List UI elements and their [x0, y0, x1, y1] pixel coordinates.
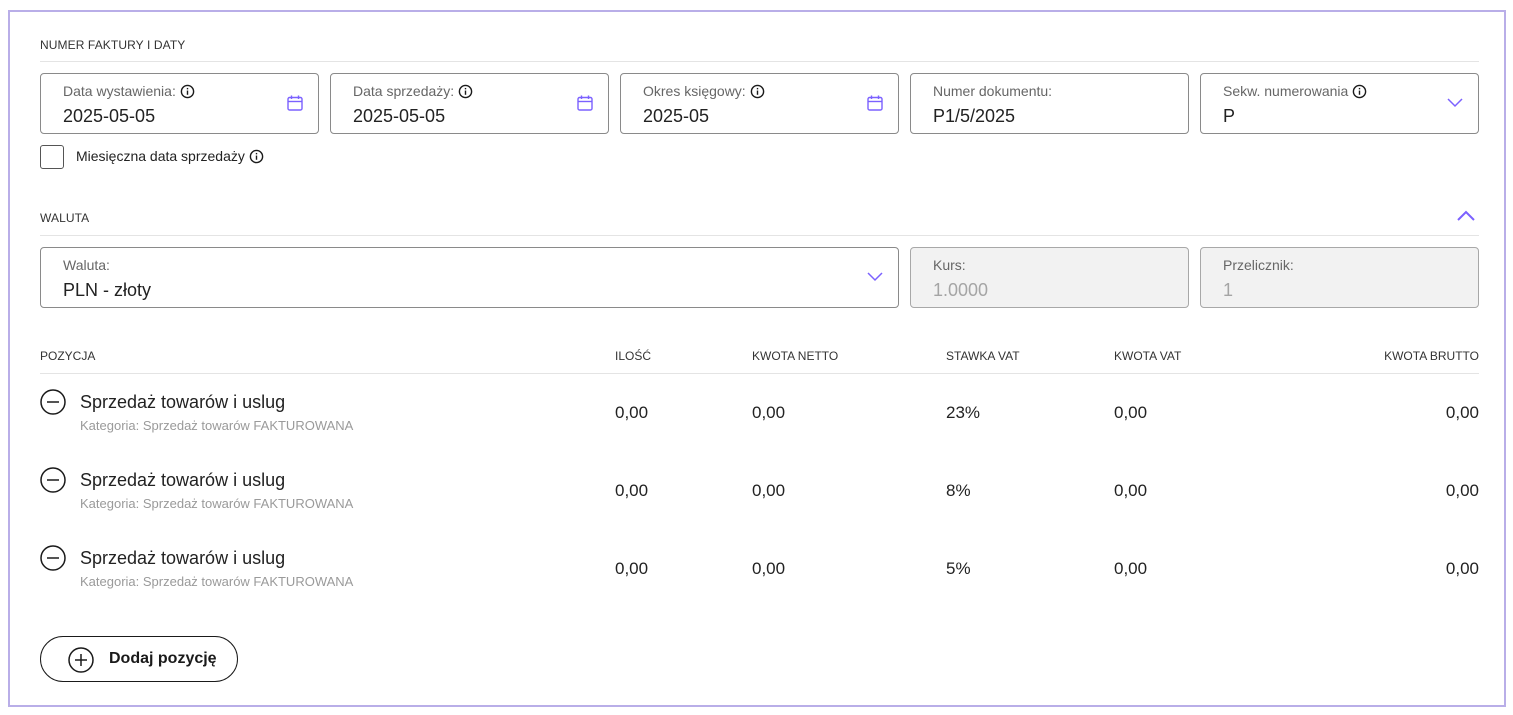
numbering-sequence-select[interactable]: Sekw. numerowania P: [1200, 73, 1479, 134]
chevron-down-icon[interactable]: [1446, 96, 1464, 108]
row-vat: 0,00: [1114, 559, 1148, 578]
row-quantity: 0,00: [615, 403, 649, 422]
table-header-divider: [40, 373, 1479, 374]
currency-select[interactable]: Waluta: PLN - złoty: [40, 247, 899, 308]
plus-circle-icon: [68, 647, 94, 673]
row-quantity: 0,00: [615, 559, 649, 578]
row-category: Kategoria: Sprzedaż towarów FAKTUROWANA: [80, 496, 354, 511]
minus-circle-icon[interactable]: [40, 389, 66, 415]
form-frame: [8, 10, 1506, 707]
monthly-sale-date-label: Miesięczna data sprzedaży: [76, 148, 245, 164]
section-title-invoice-dates: NUMER FAKTURY I DATY: [40, 38, 186, 52]
sale-date-label: Data sprzedaży:: [353, 83, 455, 99]
calendar-icon[interactable]: [286, 94, 304, 112]
add-position-label: Dodaj pozycję: [109, 650, 217, 667]
sale-date-value[interactable]: 2025-05-05: [353, 106, 446, 126]
calendar-icon[interactable]: [576, 94, 594, 112]
document-number-label-wrap: Numer dokumentu:: [933, 83, 1052, 99]
row-net: 0,00: [752, 481, 786, 500]
info-icon[interactable]: [750, 84, 765, 99]
row-gross: 0,00: [1445, 403, 1479, 422]
rate-field: Kurs: 1.0000: [910, 247, 1189, 308]
currency-label-wrap: Waluta:: [63, 257, 110, 273]
row-vat: 0,00: [1114, 403, 1148, 422]
accounting-period-field[interactable]: Okres księgowy: 2025-05: [620, 73, 899, 134]
minus-circle-icon[interactable]: [40, 545, 66, 571]
row-vat-rate: 23%: [946, 403, 981, 422]
currency-label: Waluta:: [63, 257, 110, 273]
chevron-up-icon[interactable]: [1456, 209, 1476, 222]
info-icon[interactable]: [180, 84, 195, 99]
column-header-vat: KWOTA VAT: [1114, 349, 1182, 363]
row-title: Sprzedaż towarów i uslug: [80, 392, 286, 412]
accounting-period-value[interactable]: 2025-05: [643, 106, 710, 126]
monthly-sale-date-label-wrap: Miesięczna data sprzedaży: [76, 148, 264, 164]
section-divider: [40, 61, 1479, 62]
rate-label: Kurs:: [933, 257, 966, 273]
calendar-icon[interactable]: [866, 94, 884, 112]
issue-date-label-wrap: Data wystawienia:: [63, 83, 195, 99]
issue-date-field[interactable]: Data wystawienia: 2025-05-05: [40, 73, 319, 134]
issue-date-value[interactable]: 2025-05-05: [63, 106, 156, 126]
monthly-sale-date-checkbox[interactable]: [40, 145, 64, 169]
column-header-position: POZYCJA: [40, 349, 96, 363]
column-header-quantity: ILOŚĆ: [615, 349, 652, 363]
row-vat: 0,00: [1114, 481, 1148, 500]
sale-date-field[interactable]: Data sprzedaży: 2025-05-05: [330, 73, 609, 134]
numbering-sequence-label-wrap: Sekw. numerowania: [1223, 83, 1367, 99]
row-category: Kategoria: Sprzedaż towarów FAKTUROWANA: [80, 574, 354, 589]
row-quantity: 0,00: [615, 481, 649, 500]
section-divider: [40, 235, 1479, 236]
document-number-value[interactable]: P1/5/2025: [933, 106, 1016, 126]
row-net: 0,00: [752, 403, 786, 422]
row-gross: 0,00: [1445, 481, 1479, 500]
rate-label-wrap: Kurs:: [933, 257, 966, 273]
column-header-gross: KWOTA BRUTTO: [1384, 349, 1479, 363]
row-net: 0,00: [752, 559, 786, 578]
column-header-vat-rate: STAWKA VAT: [946, 349, 1020, 363]
row-vat-rate: 8%: [946, 481, 971, 500]
row-vat-rate: 5%: [946, 559, 971, 578]
converter-value: 1: [1223, 280, 1234, 300]
accounting-period-label: Okres księgowy:: [643, 83, 746, 99]
numbering-sequence-value[interactable]: P: [1223, 106, 1236, 126]
numbering-sequence-label: Sekw. numerowania: [1223, 83, 1349, 99]
info-icon[interactable]: [249, 149, 264, 164]
row-title: Sprzedaż towarów i uslug: [80, 548, 286, 568]
column-header-net: KWOTA NETTO: [752, 349, 839, 363]
minus-circle-icon[interactable]: [40, 467, 66, 493]
info-icon[interactable]: [458, 84, 473, 99]
chevron-down-icon[interactable]: [866, 270, 884, 282]
accounting-period-label-wrap: Okres księgowy:: [643, 83, 765, 99]
row-category: Kategoria: Sprzedaż towarów FAKTUROWANA: [80, 418, 354, 433]
converter-field: Przelicznik: 1: [1200, 247, 1479, 308]
add-position-button[interactable]: Dodaj pozycję: [40, 636, 238, 682]
converter-label-wrap: Przelicznik:: [1223, 257, 1294, 273]
info-icon[interactable]: [1352, 84, 1367, 99]
converter-label: Przelicznik:: [1223, 257, 1294, 273]
row-gross: 0,00: [1445, 559, 1479, 578]
sale-date-label-wrap: Data sprzedaży:: [353, 83, 473, 99]
document-number-label: Numer dokumentu:: [933, 83, 1053, 99]
section-title-currency: WALUTA: [40, 211, 90, 225]
row-title: Sprzedaż towarów i uslug: [80, 470, 286, 490]
issue-date-label: Data wystawienia:: [63, 83, 176, 99]
currency-value[interactable]: PLN - złoty: [63, 280, 152, 300]
document-number-field[interactable]: Numer dokumentu: P1/5/2025: [910, 73, 1189, 134]
rate-value: 1.0000: [933, 280, 989, 300]
